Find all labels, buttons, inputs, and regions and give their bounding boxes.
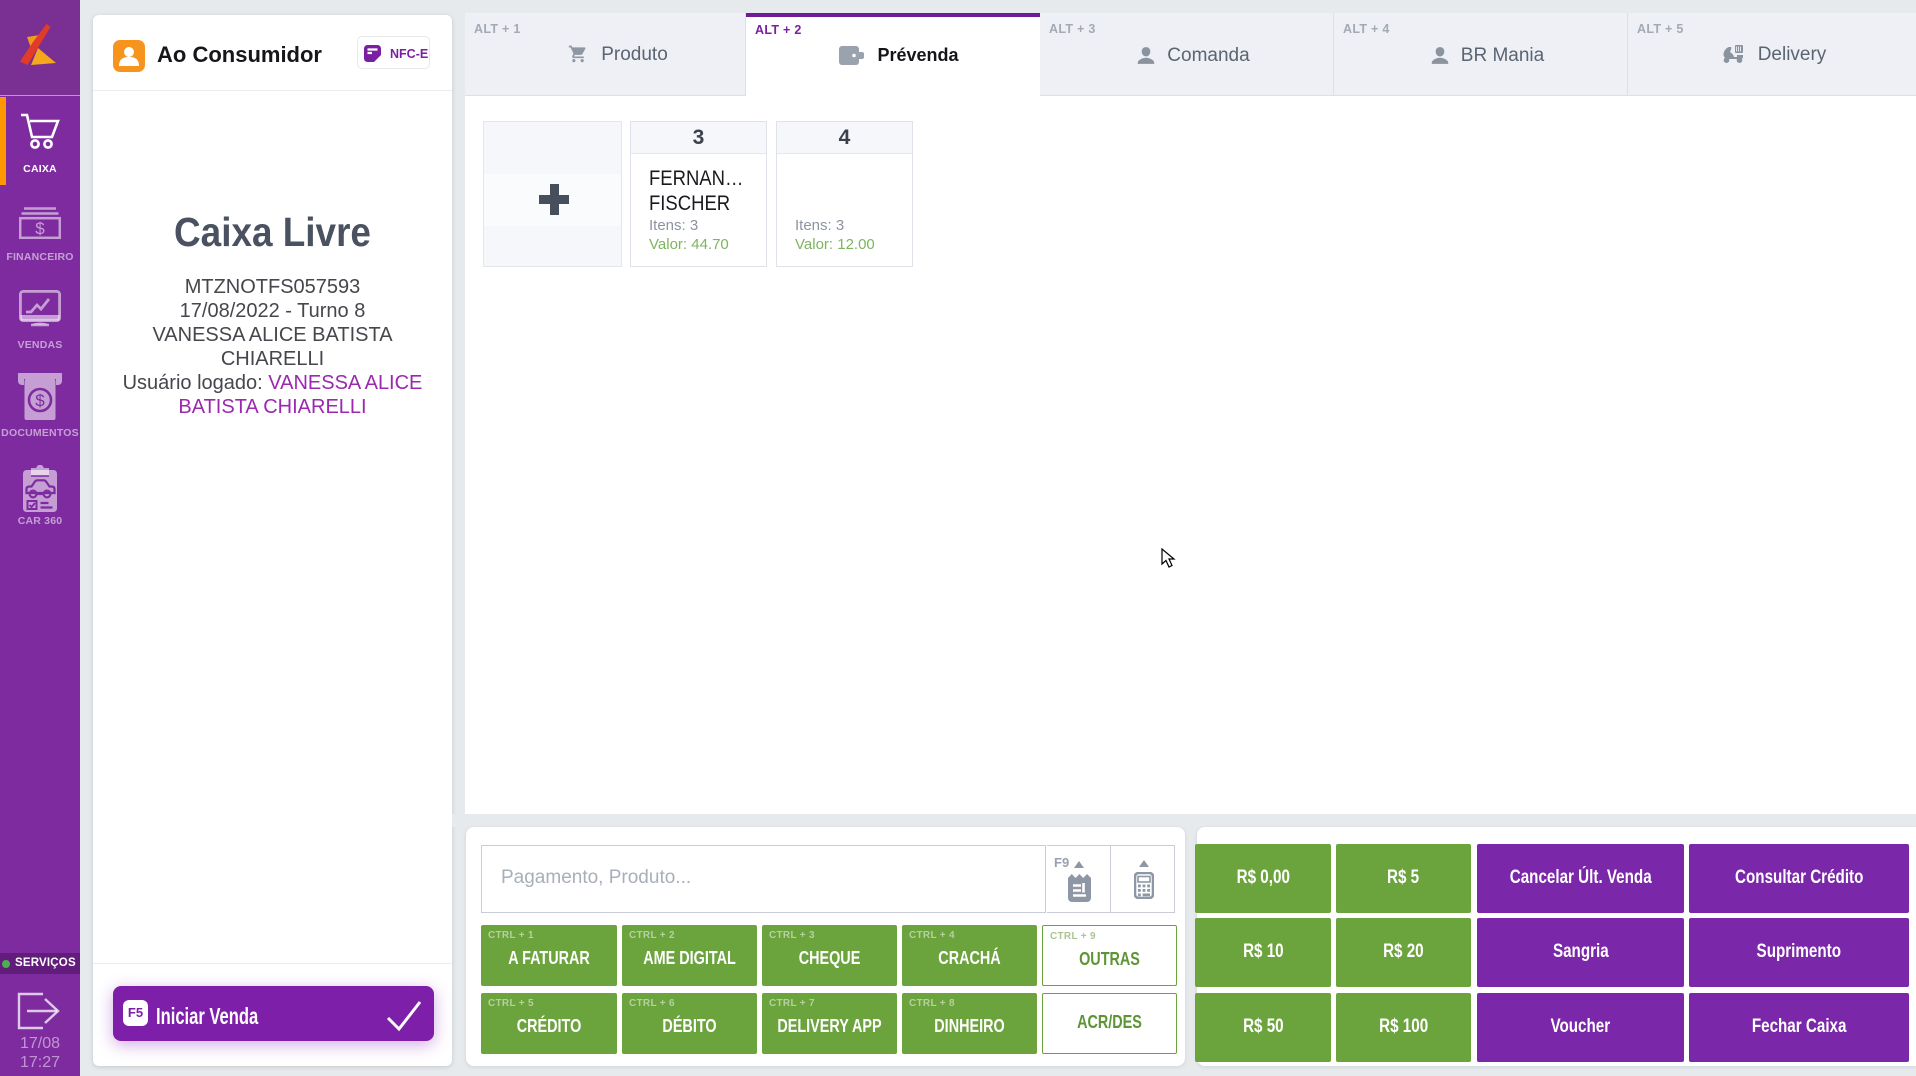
svg-text:$: $ bbox=[35, 219, 45, 238]
svg-text:$: $ bbox=[35, 391, 45, 410]
